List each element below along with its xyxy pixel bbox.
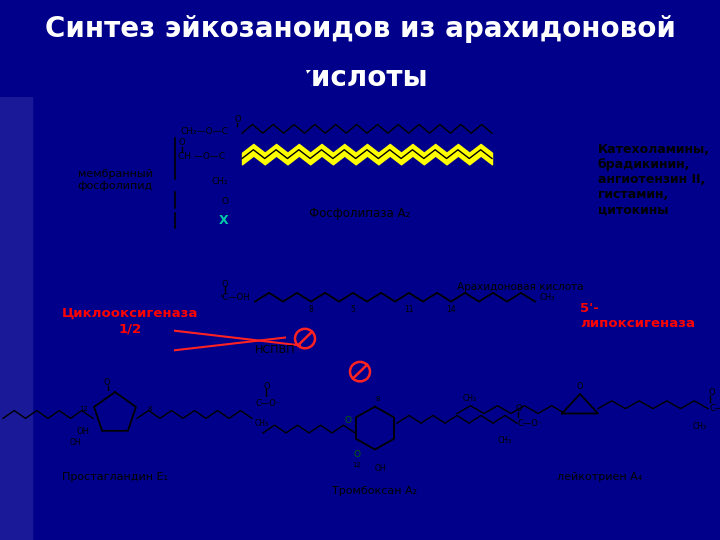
Text: C—O⁻: C—O⁻ <box>517 418 542 428</box>
Text: O: O <box>235 115 241 124</box>
Text: Арахидоновая кислота: Арахидоновая кислота <box>456 282 583 292</box>
Text: OH: OH <box>69 438 81 447</box>
Text: O: O <box>516 404 522 413</box>
Text: 14: 14 <box>446 305 456 314</box>
Text: O: O <box>179 138 185 147</box>
Text: O: O <box>344 416 351 425</box>
Text: CH₃: CH₃ <box>255 418 269 428</box>
Bar <box>0 97 32 540</box>
Text: Тромбоксан А₂: Тромбоксан А₂ <box>333 487 418 496</box>
Text: C—O⁻: C—O⁻ <box>710 404 720 413</box>
Text: ¹C—OH: ¹C—OH <box>220 293 250 302</box>
Text: 12: 12 <box>79 406 88 411</box>
Text: O: O <box>708 388 715 396</box>
Text: Простагландин Е₁: Простагландин Е₁ <box>62 472 168 482</box>
Text: НСПВП: НСПВП <box>254 345 295 355</box>
Text: 5: 5 <box>351 305 356 314</box>
Text: O: O <box>221 197 228 206</box>
Text: 11: 11 <box>404 305 414 314</box>
Text: X: X <box>218 214 228 227</box>
Text: Катехоламины,
брадикинин,
ангиотензин II,
гистамин,
цитокины: Катехоламины, брадикинин, ангиотензин II… <box>598 144 710 217</box>
Text: Фосфолипаза А₂: Фосфолипаза А₂ <box>310 207 410 220</box>
Text: 8: 8 <box>309 305 313 314</box>
Text: Синтез эйкозаноидов из арахидоновой: Синтез эйкозаноидов из арахидоновой <box>45 15 675 43</box>
Text: OH: OH <box>76 427 89 435</box>
Text: 8: 8 <box>376 396 380 402</box>
Text: 8: 8 <box>147 406 151 411</box>
Text: CH₃: CH₃ <box>498 436 512 446</box>
Text: 5'-
липоксигеназа: 5'- липоксигеназа <box>580 302 695 330</box>
Text: O: O <box>222 280 228 288</box>
Text: CH₃: CH₃ <box>463 394 477 403</box>
Text: 12: 12 <box>353 462 361 468</box>
Text: Циклооксигеназа
1/2: Циклооксигеназа 1/2 <box>62 307 198 335</box>
Text: мембранный
фосфолипид: мембранный фосфолипид <box>77 169 153 191</box>
Text: CH₂—O—C: CH₂—O—C <box>180 127 228 136</box>
Text: CH₃: CH₃ <box>693 422 707 430</box>
Text: O: O <box>104 378 110 387</box>
Text: O: O <box>264 382 270 391</box>
Text: CH —O—C: CH —O—C <box>178 152 225 161</box>
Text: O: O <box>577 382 583 391</box>
Text: O: O <box>354 450 361 459</box>
Text: CH₃: CH₃ <box>540 293 556 302</box>
Text: кислоты: кислоты <box>292 64 428 92</box>
Text: OH: OH <box>374 464 386 474</box>
Text: C—O⁻: C—O⁻ <box>255 399 280 408</box>
Text: лейкотриен А₄: лейкотриен А₄ <box>557 472 643 482</box>
Text: CH₂: CH₂ <box>212 177 228 186</box>
